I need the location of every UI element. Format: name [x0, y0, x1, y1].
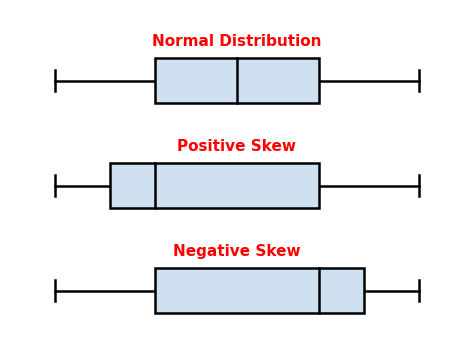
Bar — [109, 163, 319, 208]
Text: Normal Distribution: Normal Distribution — [152, 34, 322, 49]
Bar — [155, 268, 365, 313]
Bar — [155, 58, 319, 103]
Text: Negative Skew: Negative Skew — [173, 244, 301, 259]
Text: Positive Skew: Positive Skew — [177, 139, 297, 154]
